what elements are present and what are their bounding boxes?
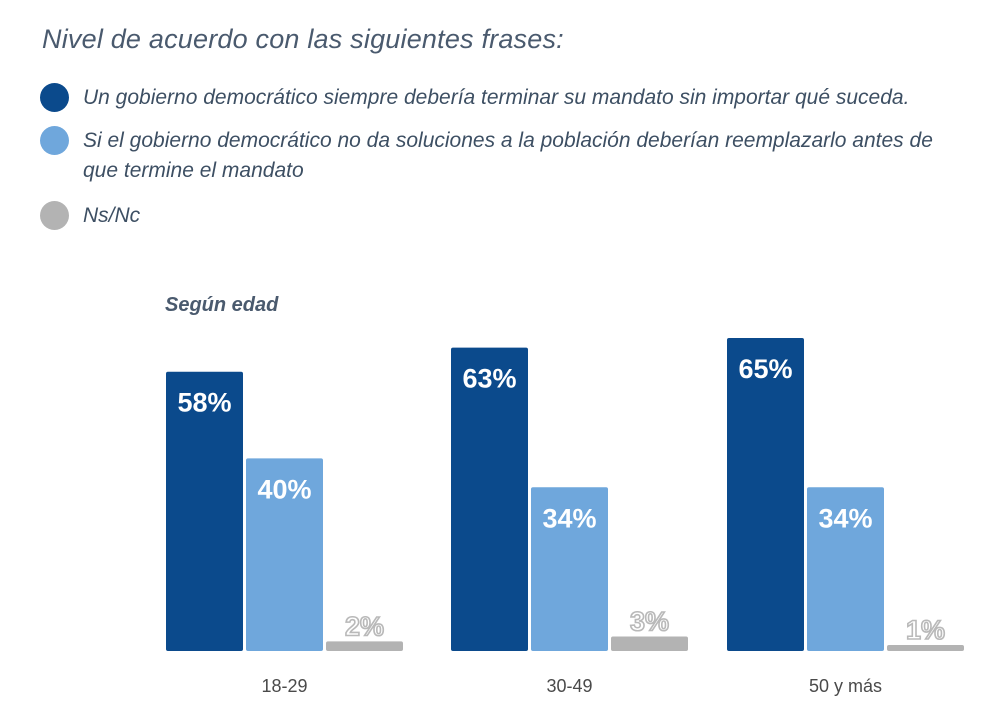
legend-label: Un gobierno democrático siempre debería … [83, 86, 910, 109]
bar-30-49-s2 [611, 636, 688, 651]
bar-50-y-más-s2 [887, 645, 964, 651]
bar-value-label: 2% [345, 611, 384, 641]
bar-value-label: 58% [177, 388, 231, 418]
bar-50-y-más-s1 [807, 487, 884, 651]
bar-50-y-más-s0 [727, 338, 804, 651]
bar-30-49-s1 [531, 487, 608, 651]
legend-item-nsnc: Ns/Nc [40, 201, 933, 231]
bar-value-label: 63% [462, 364, 516, 394]
legend-label: Ns/Nc [83, 204, 141, 227]
bar-18-29-s2 [326, 641, 403, 651]
bar-value-label: 65% [738, 354, 792, 384]
legend-item-siempre-terminar: Un gobierno democrático siempre debería … [40, 83, 933, 113]
bar-value-label: 34% [818, 503, 872, 533]
chart-subtitle: Según edad [165, 294, 279, 316]
x-tick-label: 18-29 [261, 676, 307, 696]
legend-label: Si el gobierno democrático no da solucio… [83, 129, 933, 182]
bar-value-label: 34% [542, 503, 596, 533]
bar-value-label: 40% [257, 474, 311, 504]
bar-value-label: 1% [906, 615, 945, 645]
x-tick-label: 30-49 [546, 676, 592, 696]
x-tick-label: 50 y más [809, 676, 882, 696]
legend-dot-icon [40, 201, 69, 230]
chart-title: Nivel de acuerdo con las siguientes fras… [42, 24, 564, 54]
legend-item-reemplazar: Si el gobierno democrático no da solucio… [40, 126, 933, 186]
legend-dot-icon [40, 83, 69, 112]
bar-18-29-s1 [246, 458, 323, 651]
legend-dot-icon [40, 126, 69, 155]
bar-30-49-s0 [451, 347, 528, 651]
bar-value-label: 3% [630, 607, 669, 637]
bar-18-29-s0 [166, 371, 243, 651]
